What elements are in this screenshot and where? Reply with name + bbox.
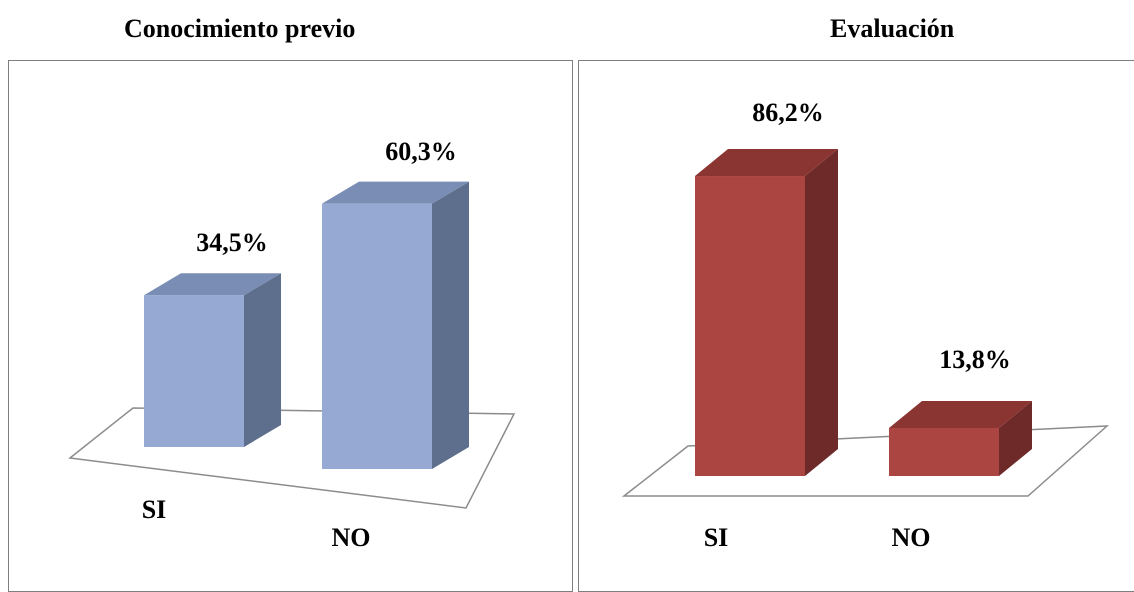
bar-conocimiento-previo-si	[144, 273, 281, 447]
chart-title-conocimiento-previo: Conocimiento previo	[124, 14, 356, 43]
data-label-evaluacion-si: 86,2%	[752, 98, 824, 127]
category-label-evaluacion-no: NO	[892, 523, 931, 552]
bar-top-face	[322, 181, 469, 204]
chart-floor-left	[68, 407, 516, 509]
chart-floor-right	[621, 425, 1110, 497]
data-label-conocimiento-previo-no: 60,3%	[385, 137, 457, 166]
chart-panel-conocimiento-previo	[8, 60, 573, 592]
charts-canvas: 34,5% SI 60,3% NO 86,2% SI 13,8% NO	[68, 98, 1110, 552]
bar-side-face	[805, 149, 838, 477]
bar-front-face	[889, 427, 999, 476]
bar-evaluacion-no	[889, 400, 1032, 476]
data-label-evaluacion-no: 13,8%	[939, 345, 1011, 374]
bar-front-face	[695, 176, 805, 477]
data-label-conocimiento-previo-si: 34,5%	[196, 228, 268, 257]
category-label-evaluacion-si: SI	[704, 523, 729, 552]
category-label-conocimiento-previo-si: SI	[142, 495, 167, 524]
bar-side-face	[999, 400, 1032, 476]
category-label-conocimiento-previo-no: NO	[332, 523, 371, 552]
bar-front-face	[322, 203, 432, 469]
bar-side-face	[244, 273, 281, 447]
chart-title-evaluacion: Evaluación	[830, 14, 955, 43]
bar-top-face	[144, 273, 281, 296]
bar-top-face	[695, 149, 838, 177]
bar-top-face	[889, 400, 1032, 428]
bar-front-face	[144, 295, 244, 447]
bars-group-evaluacion: 86,2% SI 13,8% NO	[695, 98, 1032, 552]
bar-side-face	[432, 181, 469, 469]
bar-conocimiento-previo-no	[322, 181, 469, 469]
bars-group-conocimiento-previo: 34,5% SI 60,3% NO	[142, 137, 469, 552]
bar-evaluacion-si	[695, 149, 838, 477]
